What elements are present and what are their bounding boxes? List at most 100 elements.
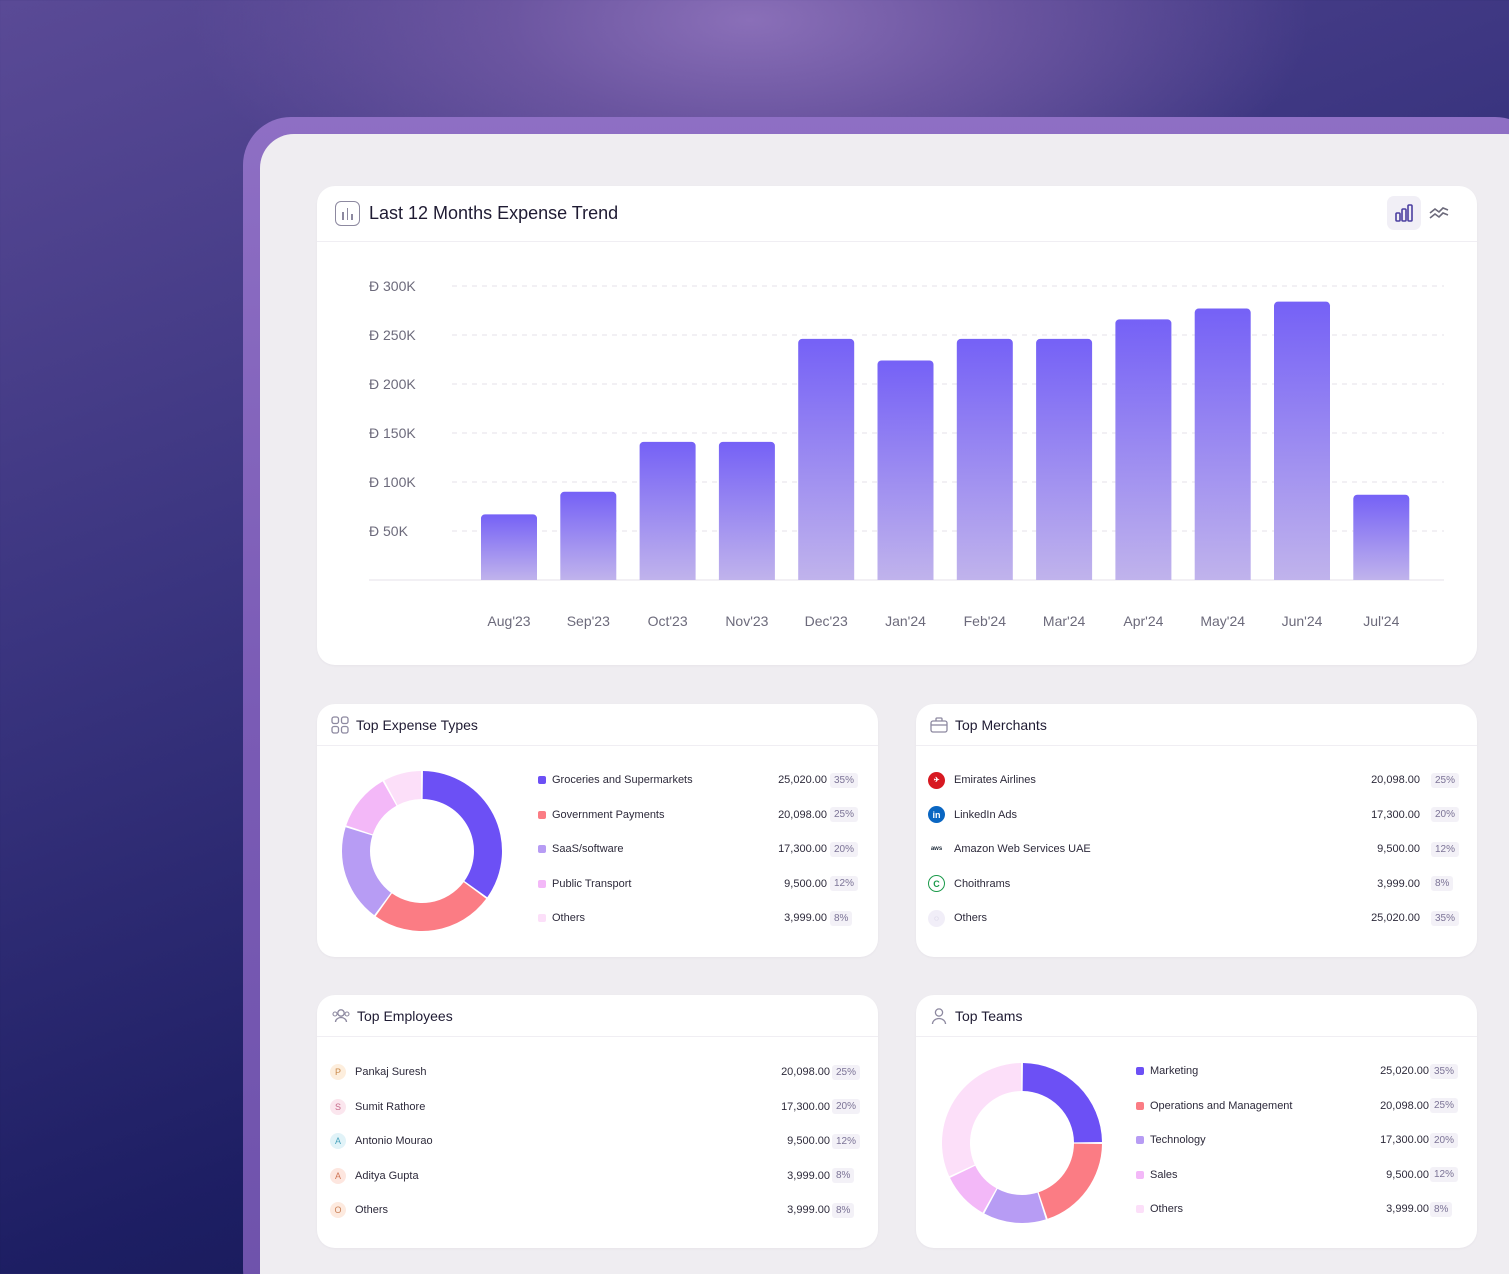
bar-Aug'23[interactable] <box>481 514 537 580</box>
expense-trend-card: Last 12 Months Expense Trend Đ 300K Đ 250… <box>317 186 1477 665</box>
bar-Nov'23[interactable] <box>718 441 775 580</box>
teams-donut <box>942 1063 1102 1223</box>
employee-row[interactable]: A Aditya Gupta 3,999.00 8% <box>330 1166 870 1186</box>
legend-label: Groceries and Supermarkets <box>552 774 693 786</box>
donut-slice[interactable] <box>422 771 502 898</box>
merchant-row[interactable]: C Choithrams 3,999.00 8% <box>928 874 1464 894</box>
donut-slice[interactable] <box>1022 1063 1102 1143</box>
legend-swatch <box>538 810 546 819</box>
legend-item[interactable]: Sales 9,500.00 12% <box>1136 1165 1466 1185</box>
donut-slice[interactable] <box>375 882 487 931</box>
x-tick-label: Apr'24 <box>1123 613 1164 629</box>
employee-row[interactable]: S Sumit Rathore 17,300.00 20% <box>330 1097 870 1117</box>
bar-Apr'24[interactable] <box>1115 319 1172 580</box>
employee-name: Pankaj Suresh <box>355 1066 427 1078</box>
legend-item[interactable]: Technology 17,300.00 20% <box>1136 1130 1466 1150</box>
bar-chart-icon[interactable] <box>1387 196 1421 230</box>
merchant-amount: 20,098.00 <box>1371 774 1420 786</box>
legend-amount: 3,999.00 <box>784 912 827 925</box>
employee-row[interactable]: P Pankaj Suresh 20,098.00 25% <box>330 1062 870 1082</box>
bar-May'24[interactable] <box>1194 308 1251 580</box>
legend-item[interactable]: Marketing 25,020.00 35% <box>1136 1061 1466 1081</box>
legend-amount: 25,020.00 <box>778 774 827 786</box>
merchant-row[interactable]: aws Amazon Web Services UAE 9,500.00 12% <box>928 839 1464 859</box>
legend-label: Sales <box>1150 1168 1178 1181</box>
legend-label: Others <box>1150 1203 1184 1216</box>
legend-item[interactable]: Groceries and Supermarkets 25,020.00 35% <box>538 770 868 790</box>
legend-item[interactable]: SaaS/software 17,300.00 20% <box>538 839 868 859</box>
legend-percent: 12% <box>830 876 859 892</box>
bar-Jul'24[interactable] <box>1353 494 1410 580</box>
x-tick-label: Aug'23 <box>487 613 531 629</box>
bar-Mar'24[interactable] <box>1036 338 1093 580</box>
teams-title: Top Teams <box>955 1007 1023 1024</box>
y-tick-label: Đ 50K <box>369 523 408 539</box>
bar-Dec'23[interactable] <box>798 338 855 580</box>
legend-label: Operations and Management <box>1150 1099 1293 1112</box>
legend-amount: 20,098.00 <box>1380 1099 1429 1112</box>
legend-amount: 25,020.00 <box>1380 1065 1429 1077</box>
avatar: O <box>330 1202 346 1219</box>
y-tick-label: Đ 100K <box>369 474 416 490</box>
top-employees-card: Top Employees P Pankaj Suresh 20,098.00 25%… <box>317 995 878 1248</box>
bar-Jan'24[interactable] <box>877 360 934 580</box>
legend-amount: 20,098.00 <box>778 808 827 821</box>
grid-icon <box>331 715 349 734</box>
donut-slice[interactable] <box>942 1063 1022 1177</box>
choithrams-icon: C <box>928 875 954 893</box>
merchant-amount: 3,999.00 <box>1377 877 1420 890</box>
line-chart-icon[interactable] <box>1425 196 1453 230</box>
legend-amount: 17,300.00 <box>1380 1134 1429 1147</box>
legend-percent: 8% <box>830 910 853 926</box>
merchant-percent: 25% <box>1431 772 1460 788</box>
donut-slice[interactable] <box>346 781 397 835</box>
briefcase-icon <box>930 716 948 734</box>
employee-percent: 25% <box>832 1064 861 1080</box>
legend-item[interactable]: Others 3,999.00 8% <box>538 908 868 928</box>
others-icon: ◌ <box>928 909 954 927</box>
legend-swatch <box>538 879 546 888</box>
bar-Jun'24[interactable] <box>1274 301 1330 580</box>
x-tick-label: Dec'23 <box>804 613 848 629</box>
employee-row[interactable]: O Others 3,999.00 8% <box>330 1200 870 1220</box>
chart-icon <box>335 201 360 226</box>
employee-percent: 20% <box>832 1099 861 1115</box>
bar-Oct'23[interactable] <box>639 441 696 580</box>
legend-item[interactable]: Others 3,999.00 8% <box>1136 1199 1466 1219</box>
y-tick-label: Đ 150K <box>369 425 416 441</box>
aws-icon: aws <box>928 840 954 858</box>
employee-percent: 8% <box>832 1168 855 1184</box>
employee-name: Antonio Mourao <box>355 1135 433 1148</box>
bar-Sep'23[interactable] <box>560 491 617 580</box>
donut-slice[interactable] <box>950 1165 997 1213</box>
x-tick-label: May'24 <box>1200 613 1246 629</box>
employee-percent: 12% <box>832 1133 861 1149</box>
legend-item[interactable]: Public Transport 9,500.00 12% <box>538 874 868 894</box>
legend-item[interactable]: Operations and Management 20,098.00 25% <box>1136 1096 1466 1116</box>
employee-name: Aditya Gupta <box>355 1169 419 1182</box>
merchant-row[interactable]: ◌ Others 25,020.00 35% <box>928 908 1464 928</box>
x-tick-label: Jul'24 <box>1363 613 1400 629</box>
expense-types-legend: Groceries and Supermarkets 25,020.00 35% Go… <box>538 770 868 950</box>
legend-percent: 25% <box>1430 1098 1459 1114</box>
legend-label: Government Payments <box>552 808 665 821</box>
employee-name: Others <box>355 1204 389 1217</box>
legend-label: Public Transport <box>552 877 632 890</box>
merchant-row[interactable]: in LinkedIn Ads 17,300.00 20% <box>928 805 1464 825</box>
employee-row[interactable]: A Antonio Mourao 9,500.00 12% <box>330 1131 870 1151</box>
donut-slice[interactable] <box>984 1188 1046 1223</box>
merchant-name: Others <box>954 912 988 925</box>
trend-title: Last 12 Months Expense Trend <box>369 203 619 223</box>
donut-slice[interactable] <box>384 771 422 806</box>
donut-slice[interactable] <box>1038 1143 1102 1219</box>
legend-swatch <box>1136 1170 1144 1179</box>
bar-Feb'24[interactable] <box>956 338 1013 580</box>
legend-item[interactable]: Government Payments 20,098.00 25% <box>538 805 868 825</box>
legend-percent: 25% <box>830 807 859 823</box>
legend-percent: 12% <box>1430 1167 1459 1183</box>
donut-slice[interactable] <box>342 827 391 916</box>
chart-type-toggle <box>1387 196 1453 230</box>
merchant-row[interactable]: ✈ Emirates Airlines 20,098.00 25% <box>928 770 1464 790</box>
x-tick-label: Sep'23 <box>566 613 610 629</box>
employee-amount: 17,300.00 <box>781 1100 830 1113</box>
